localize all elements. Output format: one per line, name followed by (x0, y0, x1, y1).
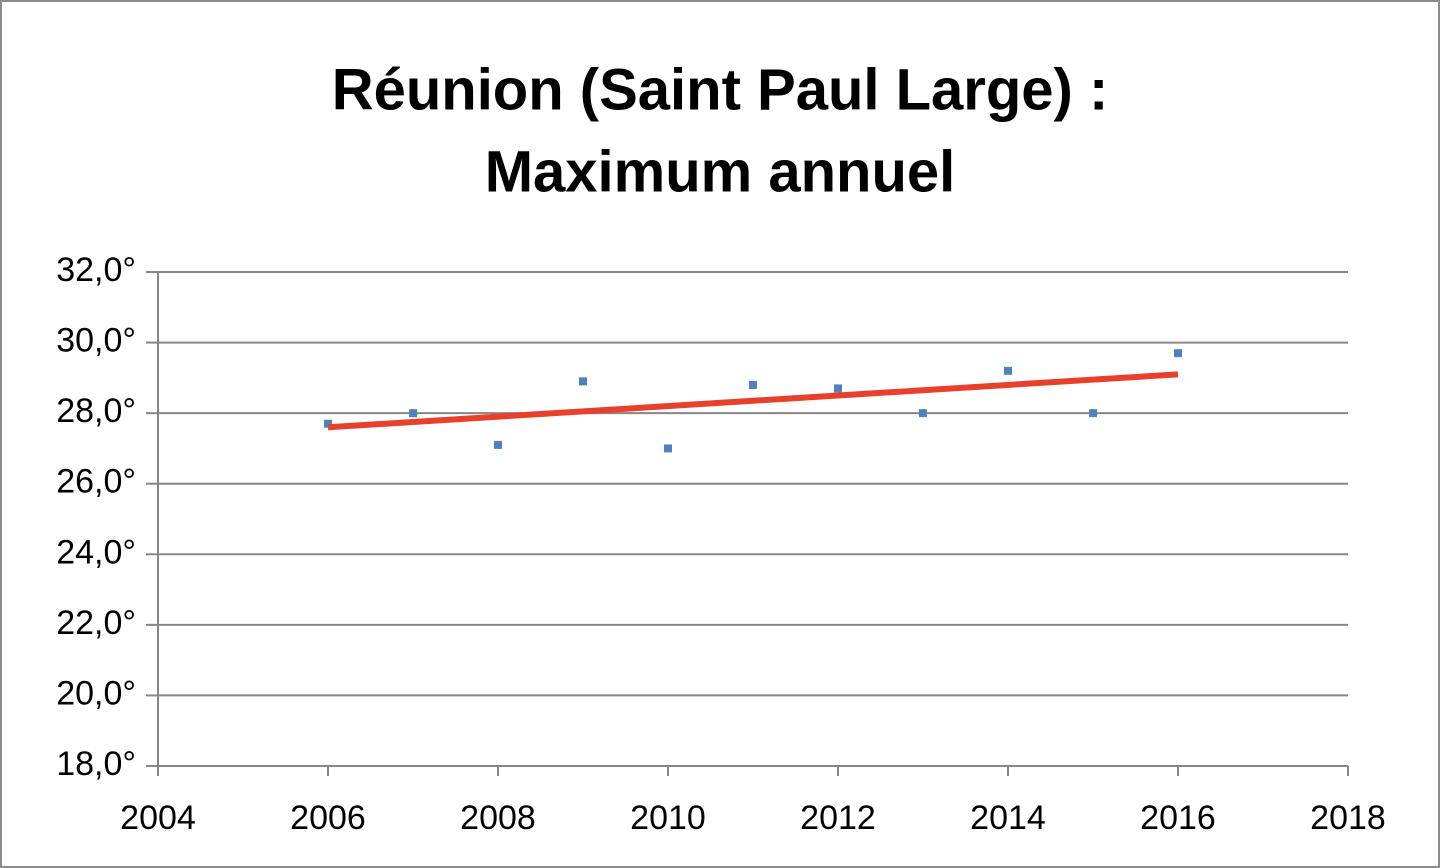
trendline (327, 371, 1179, 431)
y-tick-label: 30,0° (56, 322, 136, 360)
y-tick-label: 26,0° (56, 463, 136, 501)
chart-title: Maximum annuel (485, 139, 956, 204)
data-point (1174, 349, 1182, 358)
x-tick-label: 2018 (1310, 799, 1386, 837)
data-point (749, 380, 757, 389)
x-tick-label: 2006 (290, 799, 366, 837)
data-point (834, 384, 842, 393)
y-tick-label: 28,0° (56, 392, 136, 430)
data-point (1089, 409, 1097, 418)
x-tick-label: 2008 (460, 799, 536, 837)
x-tick-label: 2016 (1140, 799, 1216, 837)
x-tick-label: 2014 (970, 799, 1046, 837)
data-point (494, 440, 502, 449)
y-tick-label: 22,0° (56, 604, 136, 642)
x-tick-label: 2010 (630, 799, 706, 837)
y-tick-label: 20,0° (56, 674, 136, 712)
chart-title: Réunion (Saint Paul Large) : (332, 57, 1109, 122)
data-point (409, 409, 417, 418)
x-tick-label: 2004 (120, 799, 196, 837)
data-point (664, 444, 672, 453)
x-tick-label: 2012 (800, 799, 876, 837)
data-point (579, 377, 587, 386)
y-tick-label: 32,0° (56, 251, 136, 289)
y-tick-label: 18,0° (56, 745, 136, 783)
data-point (1004, 366, 1012, 375)
y-tick-label: 24,0° (56, 533, 136, 571)
data-point (919, 409, 927, 418)
data-point (324, 419, 332, 428)
